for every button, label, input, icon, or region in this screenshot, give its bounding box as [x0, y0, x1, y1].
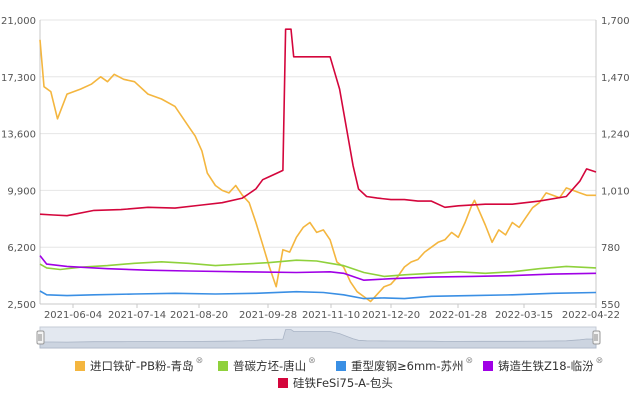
y-right-tick-label: 1,470 [601, 73, 630, 84]
y-right-tick-label: 1,010 [601, 186, 630, 197]
x-tick-label: 2021-09-28 [239, 310, 297, 321]
y-left-tick-label: 2,500 [7, 300, 36, 311]
x-tick-label: 2021-07-14 [108, 310, 166, 321]
legend-item-3[interactable]: 铸造生铁Z18-临汾 ⊗ [483, 356, 603, 373]
x-tick-label: 2021-08-20 [170, 310, 228, 321]
y-right-tick-label: 1,700 [601, 16, 630, 27]
x-tick-label: 2022-01-28 [429, 310, 487, 321]
y-left-tick-label: 6,200 [7, 243, 36, 254]
legend: 进口铁矿-PB粉-青岛 ⊗ 普碳方坯-唐山 ⊗ 重型废钢≥6mm-苏州 ⊗ 铸造生铁Z18-… [75, 356, 603, 390]
x-tick-label: 2021-12-20 [362, 310, 420, 321]
series-lines [39, 28, 597, 303]
legend-swatch [75, 361, 85, 371]
y-left-tick-label: 13,600 [1, 130, 36, 141]
legend-label: 普碳方坯-唐山 [233, 359, 306, 373]
legend-item-4[interactable]: 硅铁FeSi75-A-包头 [278, 376, 393, 390]
x-tick-label: 2021-11-10 [302, 310, 360, 321]
legend-label: 进口铁矿-PB粉-青岛 [90, 359, 194, 373]
series-line-0 [39, 39, 596, 303]
series-line-1 [39, 259, 597, 278]
legend-swatch [278, 378, 288, 388]
close-icon[interactable]: ⊗ [308, 356, 316, 366]
y-right-tick-label: 1,240 [601, 130, 630, 141]
series-line-3 [39, 255, 597, 281]
y-left-tick-label: 21,000 [1, 16, 36, 27]
range-navigator[interactable] [36, 326, 601, 349]
legend-item-1[interactable]: 普碳方坯-唐山 ⊗ [218, 356, 316, 373]
navigator-area [39, 329, 597, 349]
axes: 2,500 550 6,200 780 9,900 1,010 13,600 1,240 17,… [1, 16, 630, 321]
y-right-tick-label: 780 [601, 243, 620, 254]
legend-item-2[interactable]: 重型废钢≥6mm-苏州 ⊗ [336, 356, 473, 373]
legend-label: 硅铁FeSi75-A-包头 [293, 376, 393, 390]
series-line-2 [39, 290, 597, 300]
legend-label: 重型废钢≥6mm-苏州 [351, 359, 464, 373]
x-tick-label: 2022-03-15 [495, 310, 553, 321]
y-left-tick-label: 17,300 [1, 73, 36, 84]
close-icon[interactable]: ⊗ [596, 356, 604, 366]
y-left-tick-label: 9,900 [7, 186, 36, 197]
legend-swatch [336, 361, 346, 371]
legend-swatch [218, 361, 228, 371]
x-tick-label: 2022-04-22 [562, 310, 620, 321]
y-right-tick-label: 550 [601, 300, 620, 311]
close-icon[interactable]: ⊗ [466, 356, 474, 366]
x-tick-label: 2021-06-04 [44, 310, 102, 321]
series-line-4 [39, 28, 597, 217]
legend-swatch [483, 361, 493, 371]
close-icon[interactable]: ⊗ [196, 356, 204, 366]
legend-item-0[interactable]: 进口铁矿-PB粉-青岛 ⊗ [75, 356, 203, 373]
legend-label: 铸造生铁Z18-临汾 [498, 359, 594, 373]
